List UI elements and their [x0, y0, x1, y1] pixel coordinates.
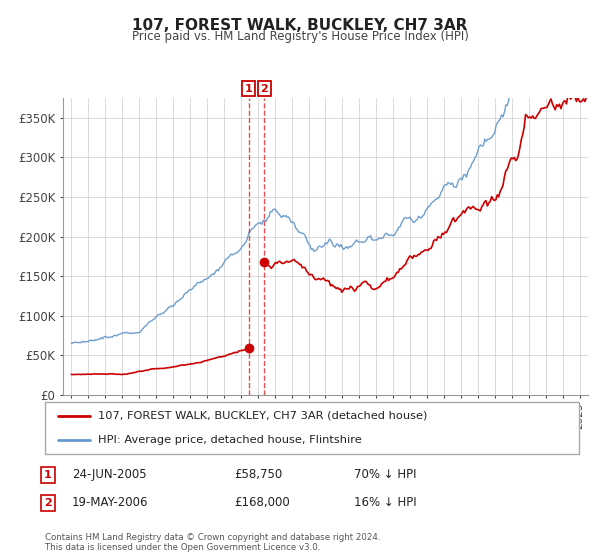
Text: 1: 1 — [44, 470, 52, 480]
Text: Price paid vs. HM Land Registry's House Price Index (HPI): Price paid vs. HM Land Registry's House … — [131, 30, 469, 43]
Text: £58,750: £58,750 — [234, 468, 282, 482]
Text: This data is licensed under the Open Government Licence v3.0.: This data is licensed under the Open Gov… — [45, 543, 320, 552]
Text: £168,000: £168,000 — [234, 496, 290, 510]
Text: 2: 2 — [260, 83, 268, 94]
Text: Contains HM Land Registry data © Crown copyright and database right 2024.: Contains HM Land Registry data © Crown c… — [45, 533, 380, 542]
Text: 107, FOREST WALK, BUCKLEY, CH7 3AR: 107, FOREST WALK, BUCKLEY, CH7 3AR — [133, 18, 467, 33]
Text: 107, FOREST WALK, BUCKLEY, CH7 3AR (detached house): 107, FOREST WALK, BUCKLEY, CH7 3AR (deta… — [98, 411, 428, 421]
Text: 16% ↓ HPI: 16% ↓ HPI — [354, 496, 416, 510]
Text: HPI: Average price, detached house, Flintshire: HPI: Average price, detached house, Flin… — [98, 435, 362, 445]
Text: 70% ↓ HPI: 70% ↓ HPI — [354, 468, 416, 482]
Text: 24-JUN-2005: 24-JUN-2005 — [72, 468, 146, 482]
Text: 2: 2 — [44, 498, 52, 508]
Text: 1: 1 — [245, 83, 253, 94]
FancyBboxPatch shape — [45, 402, 579, 454]
Text: 19-MAY-2006: 19-MAY-2006 — [72, 496, 149, 510]
